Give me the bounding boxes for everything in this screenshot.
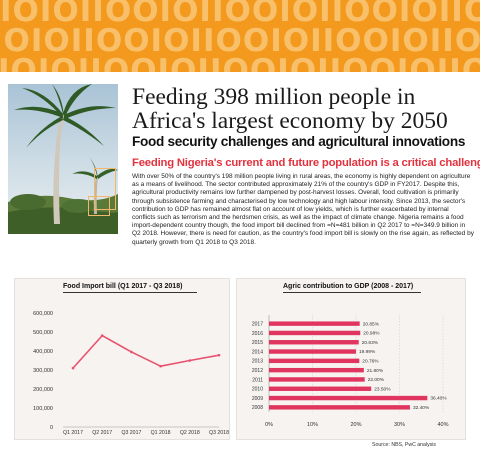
y-tick-label: 2009: [252, 396, 263, 402]
photo-frame-accent: [94, 168, 116, 210]
y-tick-label: 200,000: [33, 387, 53, 393]
bar: [269, 358, 360, 364]
bar: [269, 405, 410, 410]
x-tick-label: Q3 2018: [209, 430, 229, 436]
y-tick-label: 600,000: [33, 311, 53, 317]
y-tick-label: 2010: [252, 387, 263, 393]
data-label: 20.85%: [363, 321, 380, 327]
bar: [269, 367, 364, 373]
data-label: 19.99%: [359, 349, 376, 355]
data-label: 20.76%: [362, 358, 379, 364]
photo-frame-accent: [88, 196, 110, 216]
data-label: 23.50%: [374, 386, 391, 392]
food-import-chart-title: Food Import bill (Q1 2017 - Q3 2018): [63, 283, 183, 290]
y-tick-label: 2008: [252, 405, 263, 411]
y-tick-label: 500,000: [33, 330, 53, 336]
bar: [269, 321, 360, 326]
food-import-line-chart: 600,000 500,000 400,000 300,000 200,000 100,0…: [33, 311, 229, 436]
x-tick-label: Q2 2017: [92, 430, 112, 436]
data-point: [71, 366, 75, 370]
y-tick-label: 2012: [252, 368, 263, 374]
x-tick-label: 0%: [265, 422, 273, 428]
x-tick-label: 30%: [394, 422, 405, 428]
series-line: [72, 334, 220, 369]
palm-tree-illustration: [8, 84, 118, 234]
bar: [269, 349, 356, 354]
y-tick-label: 0: [50, 425, 53, 431]
data-point: [217, 353, 221, 357]
bar: [269, 395, 428, 401]
banner-pattern: IOIOIIOOIOIIOOIOIIOOIOIIOOIOIIOOIO: [0, 0, 480, 29]
bar: [269, 377, 365, 382]
chart-title-underline: [63, 292, 197, 293]
bar: [269, 340, 359, 345]
food-import-chart-panel: Food Import bill (Q1 2017 - Q3 2018) 600…: [14, 278, 230, 440]
section-body: With over 50% of the country's 198 milli…: [132, 173, 474, 246]
data-point: [159, 364, 162, 368]
bar: [269, 330, 361, 336]
header-banner: IOIOIIOOIOIIOOIOIIOOIOIIOOIOIIOOIO IOIOI…: [0, 0, 480, 72]
x-tick-label: Q3 2017: [121, 430, 141, 436]
x-tick-label: 10%: [307, 422, 318, 428]
y-tick-label: 2017: [252, 321, 263, 327]
x-tick-label: Q1 2018: [151, 430, 171, 436]
agric-gdp-chart-title: Agric contribution to GDP (2008 - 2017): [283, 283, 414, 290]
data-label: 20.63%: [362, 340, 379, 346]
data-point: [188, 359, 192, 362]
page-title: Feeding 398 million people in Africa's l…: [132, 84, 448, 134]
page-subtitle: Food security challenges and agricultura…: [132, 134, 466, 149]
data-point: [100, 334, 104, 337]
agric-gdp-chart-panel: Agric contribution to GDP (2008 - 2017) …: [236, 278, 466, 440]
y-tick-label: 2015: [252, 340, 263, 346]
banner-pattern: IOIOIIOOIOIIOOIOIIOOIOIIOOIOIIOOIO: [0, 23, 480, 59]
y-tick-label: 300,000: [33, 368, 53, 374]
data-label: 32.40%: [413, 405, 430, 411]
x-tick-label: Q1 2017: [63, 430, 83, 436]
x-tick-label: Q2 2018: [180, 430, 200, 436]
y-tick-label: 2011: [252, 377, 263, 383]
chart-title-underline: [283, 292, 421, 293]
x-tick-label: 40%: [437, 422, 448, 428]
data-label: 21.80%: [367, 368, 384, 374]
data-label: 22.00%: [368, 377, 385, 383]
source-note: Source: NBS, PwC analysis: [372, 442, 437, 448]
data-label: 36.40%: [430, 396, 447, 402]
section-heading: Feeding Nigeria's current and future pop…: [132, 157, 480, 169]
bar: [269, 386, 372, 391]
banner-pattern: IOIOIIOOIOIIOOIOIIOOIOIIOOIOIIOOIO: [0, 53, 480, 73]
x-tick-label: 20%: [350, 422, 361, 428]
y-tick-label: 100,000: [33, 406, 53, 412]
y-tick-label: 2013: [252, 359, 263, 365]
agric-gdp-bar-chart: 0% 10% 20% 30% 40% 2017 20.85% 2016 20.98% 2015 20…: [252, 315, 449, 428]
y-tick-label: 400,000: [33, 349, 53, 355]
data-label: 20.98%: [363, 331, 380, 337]
data-point: [130, 350, 133, 354]
y-tick-label: 2016: [252, 331, 263, 337]
y-tick-label: 2014: [252, 349, 263, 355]
